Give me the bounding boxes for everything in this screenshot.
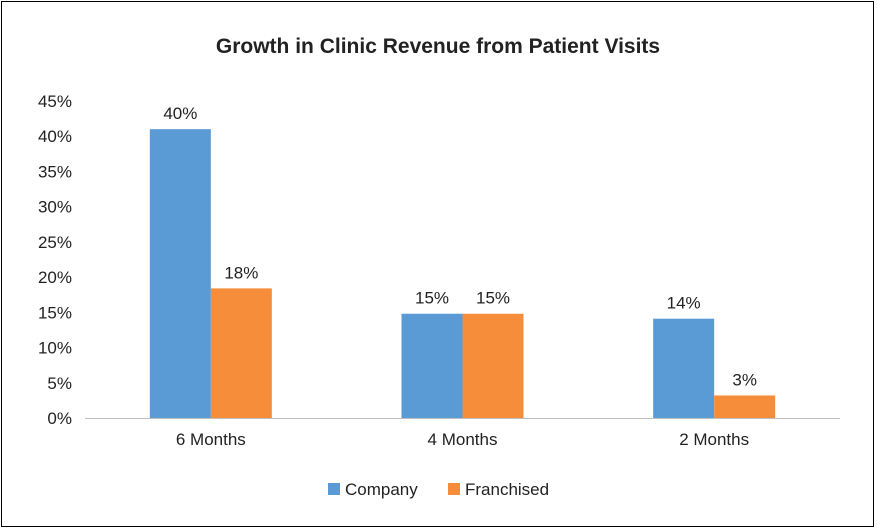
y-tick-label: 45% <box>38 92 72 111</box>
y-axis: 0% 5% 10% 15% 20% 25% 30% 35% 40% 45% <box>38 92 72 428</box>
legend-swatch-company <box>328 483 340 495</box>
y-tick-label: 40% <box>38 127 72 146</box>
legend-label: Franchised <box>465 480 549 499</box>
legend-label: Company <box>345 480 418 499</box>
data-label: 15% <box>476 289 510 308</box>
y-tick-label: 25% <box>38 233 72 252</box>
data-label: 14% <box>667 294 701 313</box>
bar-franchised-2 <box>714 395 776 418</box>
bar-franchised-0 <box>210 288 272 418</box>
y-tick-label: 30% <box>38 198 72 217</box>
y-tick-label: 5% <box>47 374 72 393</box>
bar-company-2 <box>653 318 715 418</box>
y-tick-label: 15% <box>38 303 72 322</box>
x-tick-label: 6 Months <box>176 430 246 449</box>
bars: 40% 18% 15% 15% 14% 3% <box>149 104 776 418</box>
data-label: 18% <box>224 263 258 282</box>
bar-company-1 <box>401 313 463 418</box>
data-label: 3% <box>732 370 757 389</box>
y-tick-label: 10% <box>38 339 72 358</box>
x-tick-label: 2 Months <box>679 430 749 449</box>
data-label: 15% <box>415 289 449 308</box>
x-axis: 6 Months 4 Months 2 Months <box>85 418 840 449</box>
x-tick-label: 4 Months <box>428 430 498 449</box>
y-tick-label: 35% <box>38 162 72 181</box>
bar-company-0 <box>149 129 211 418</box>
legend: Company Franchised <box>328 480 549 499</box>
y-tick-label: 20% <box>38 268 72 287</box>
y-tick-label: 0% <box>47 409 72 428</box>
data-label: 40% <box>163 104 197 123</box>
chart-title: Growth in Clinic Revenue from Patient Vi… <box>216 35 660 58</box>
bar-franchised-1 <box>462 313 524 418</box>
legend-swatch-franchised <box>448 483 460 495</box>
